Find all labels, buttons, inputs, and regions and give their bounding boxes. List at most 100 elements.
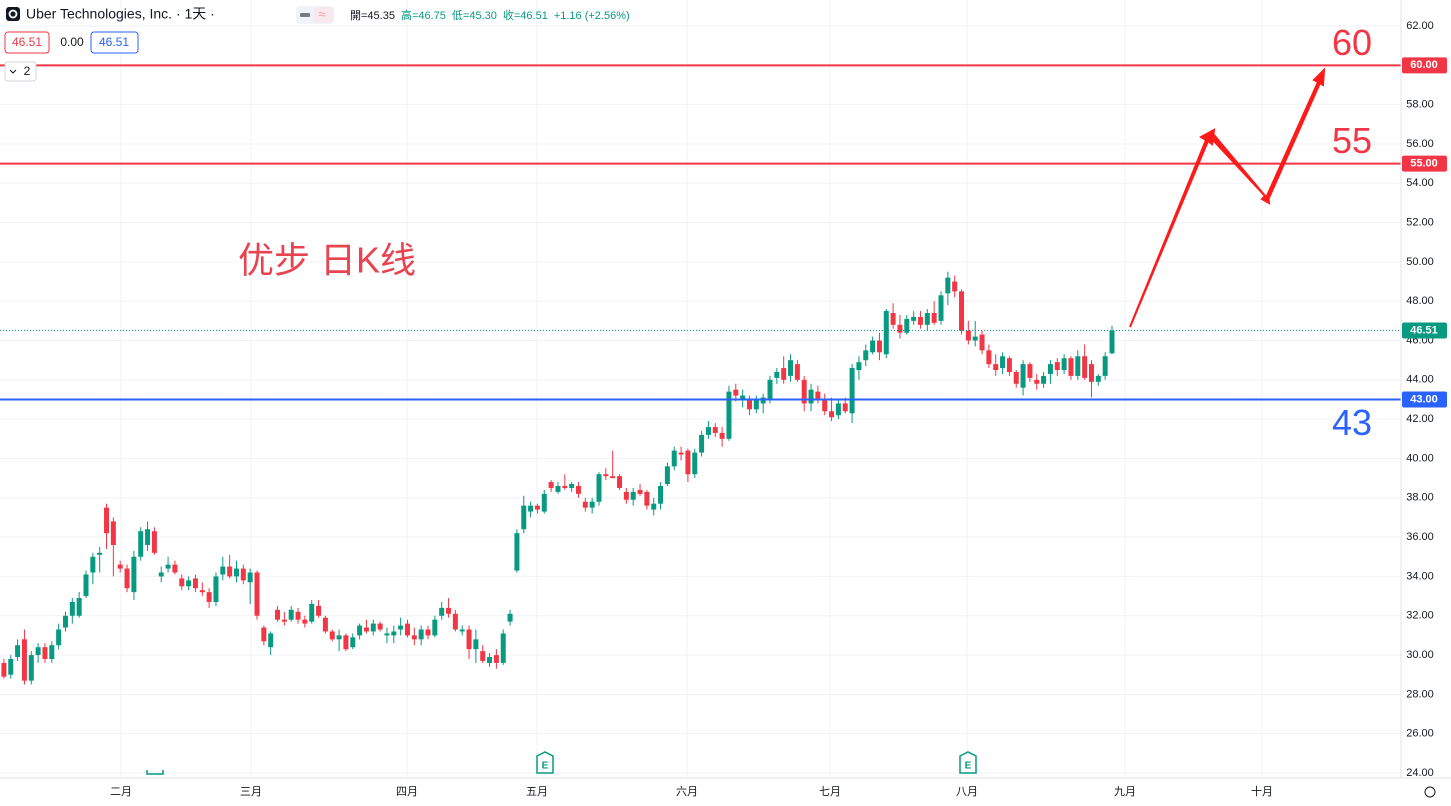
candle-body [972,336,978,341]
candle-body [35,647,41,656]
bid-price: 46.51 [12,35,42,49]
candle-body [685,450,691,475]
candle-body [746,399,752,410]
bid-box [4,31,50,54]
candle-body [1054,362,1060,371]
candle-body [664,466,670,485]
candle-body [83,574,89,597]
candle-body [151,531,157,553]
price-tags: 46.51 60.00 55.00 43.00 [1402,57,1447,408]
y-tick-label: 42.00 [1406,413,1434,425]
candle-body [384,633,390,636]
candle-body [295,611,301,620]
logo [6,7,20,21]
toggle-active [314,7,334,23]
candle-body [815,391,821,400]
candle-body [1027,364,1033,378]
level-tag [1402,57,1447,74]
candle-body [521,505,527,530]
y-tick-label: 24.00 [1406,767,1434,779]
candle-body [411,635,417,640]
y-tick-label: 40.00 [1406,452,1434,464]
candle-body [617,476,623,488]
candle-body [692,452,698,475]
y-tick-label: 26.00 [1406,728,1434,740]
y-tick-label: 32.00 [1406,610,1434,622]
level-label: 60.00 [1410,59,1438,71]
candle-body [658,485,664,504]
candle-body [186,580,192,587]
x-tick-label: 三月 [240,786,262,798]
candle-body [131,556,137,593]
level-label: 43.00 [1410,393,1438,405]
candle-body [446,607,452,614]
candle-body [904,318,910,333]
candle-body [124,568,130,589]
candle-body [897,324,903,333]
candle-body [110,521,116,545]
candle-body [979,334,985,351]
candle-body [924,313,930,325]
candle-body [309,603,315,622]
candle-body [1088,364,1094,382]
layers-button[interactable] [4,61,37,82]
candle-body [959,291,965,331]
candle-body [671,450,677,467]
candle-body [227,566,233,577]
candle-body [1102,356,1108,376]
candle-body [582,501,588,508]
candle-body [562,485,568,488]
y-tick-label: 50.00 [1406,256,1434,268]
candle-body [644,491,650,506]
svg-text:E: E [542,761,549,772]
candle-body [377,623,383,630]
candle-body [145,529,151,545]
y-tick-label: 36.00 [1406,531,1434,543]
candle-body [699,434,705,453]
candle-body [179,578,185,587]
price-boxes: 46.51 0.00 46.51 2 [4,31,139,82]
candle-body [213,576,219,602]
candle-body [993,364,999,371]
candle-body [753,399,759,410]
candle-body [794,364,800,380]
last-price-label: 46.51 [1410,324,1438,336]
candle-body [404,623,410,636]
symbol-title: Uber Technologies, Inc. · 1天 · [26,6,215,22]
candle-body [931,313,937,323]
candle-body [466,629,472,650]
candle-body [945,277,951,294]
candle-body [767,379,773,400]
candle-body [90,556,96,573]
candle-body [322,617,328,632]
candle-body [425,629,431,636]
candle-body [247,572,253,583]
candle-body [870,340,876,353]
candle-body [199,590,205,593]
candle-body [56,629,62,646]
candle-body [493,655,499,663]
candle-body [117,564,123,569]
candle-body [623,491,629,500]
candle-body [15,645,21,658]
candle-body [302,619,308,624]
candle-body [275,609,281,620]
candle-body [890,313,896,325]
candle-body [370,623,376,632]
candle-body [740,395,746,400]
candle-body [418,629,424,640]
x-tick-label: 六月 [676,785,698,798]
settings-icon[interactable] [1424,786,1436,798]
candle-body [1006,358,1012,372]
candle-body [158,572,164,577]
x-tick-label: 二月 [110,786,132,798]
candle-body [336,635,342,640]
candle-body [398,625,404,630]
x-tick-label: 五月 [526,786,548,798]
x-tick-label: 八月 [956,786,978,798]
candle-body [316,605,322,616]
level-label: 55.00 [1410,158,1438,170]
candle-body [876,340,882,353]
candle-body [822,399,828,412]
level-tag [1402,155,1447,172]
